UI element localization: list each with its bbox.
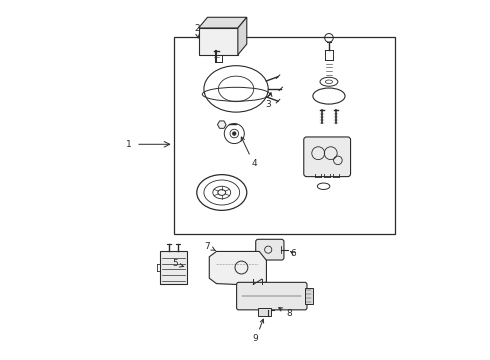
Text: 3: 3 (266, 93, 272, 109)
Polygon shape (238, 17, 247, 55)
Polygon shape (198, 17, 247, 28)
Text: 4: 4 (241, 137, 257, 168)
Text: 2: 2 (194, 24, 199, 38)
FancyBboxPatch shape (256, 239, 284, 260)
Polygon shape (209, 251, 267, 285)
Text: 9: 9 (253, 319, 264, 343)
Bar (173, 37, 395, 234)
Text: 1: 1 (126, 140, 132, 149)
Text: 5: 5 (172, 260, 184, 269)
Bar (305, 288, 313, 304)
FancyBboxPatch shape (304, 137, 350, 177)
Bar (263, 301, 273, 310)
Text: 7: 7 (205, 242, 216, 251)
Bar (258, 308, 271, 316)
FancyBboxPatch shape (237, 282, 307, 310)
Bar (160, 251, 187, 284)
Text: 6: 6 (291, 249, 296, 258)
Circle shape (232, 132, 236, 135)
Polygon shape (218, 121, 226, 129)
Text: 8: 8 (279, 308, 293, 319)
Polygon shape (198, 28, 238, 55)
